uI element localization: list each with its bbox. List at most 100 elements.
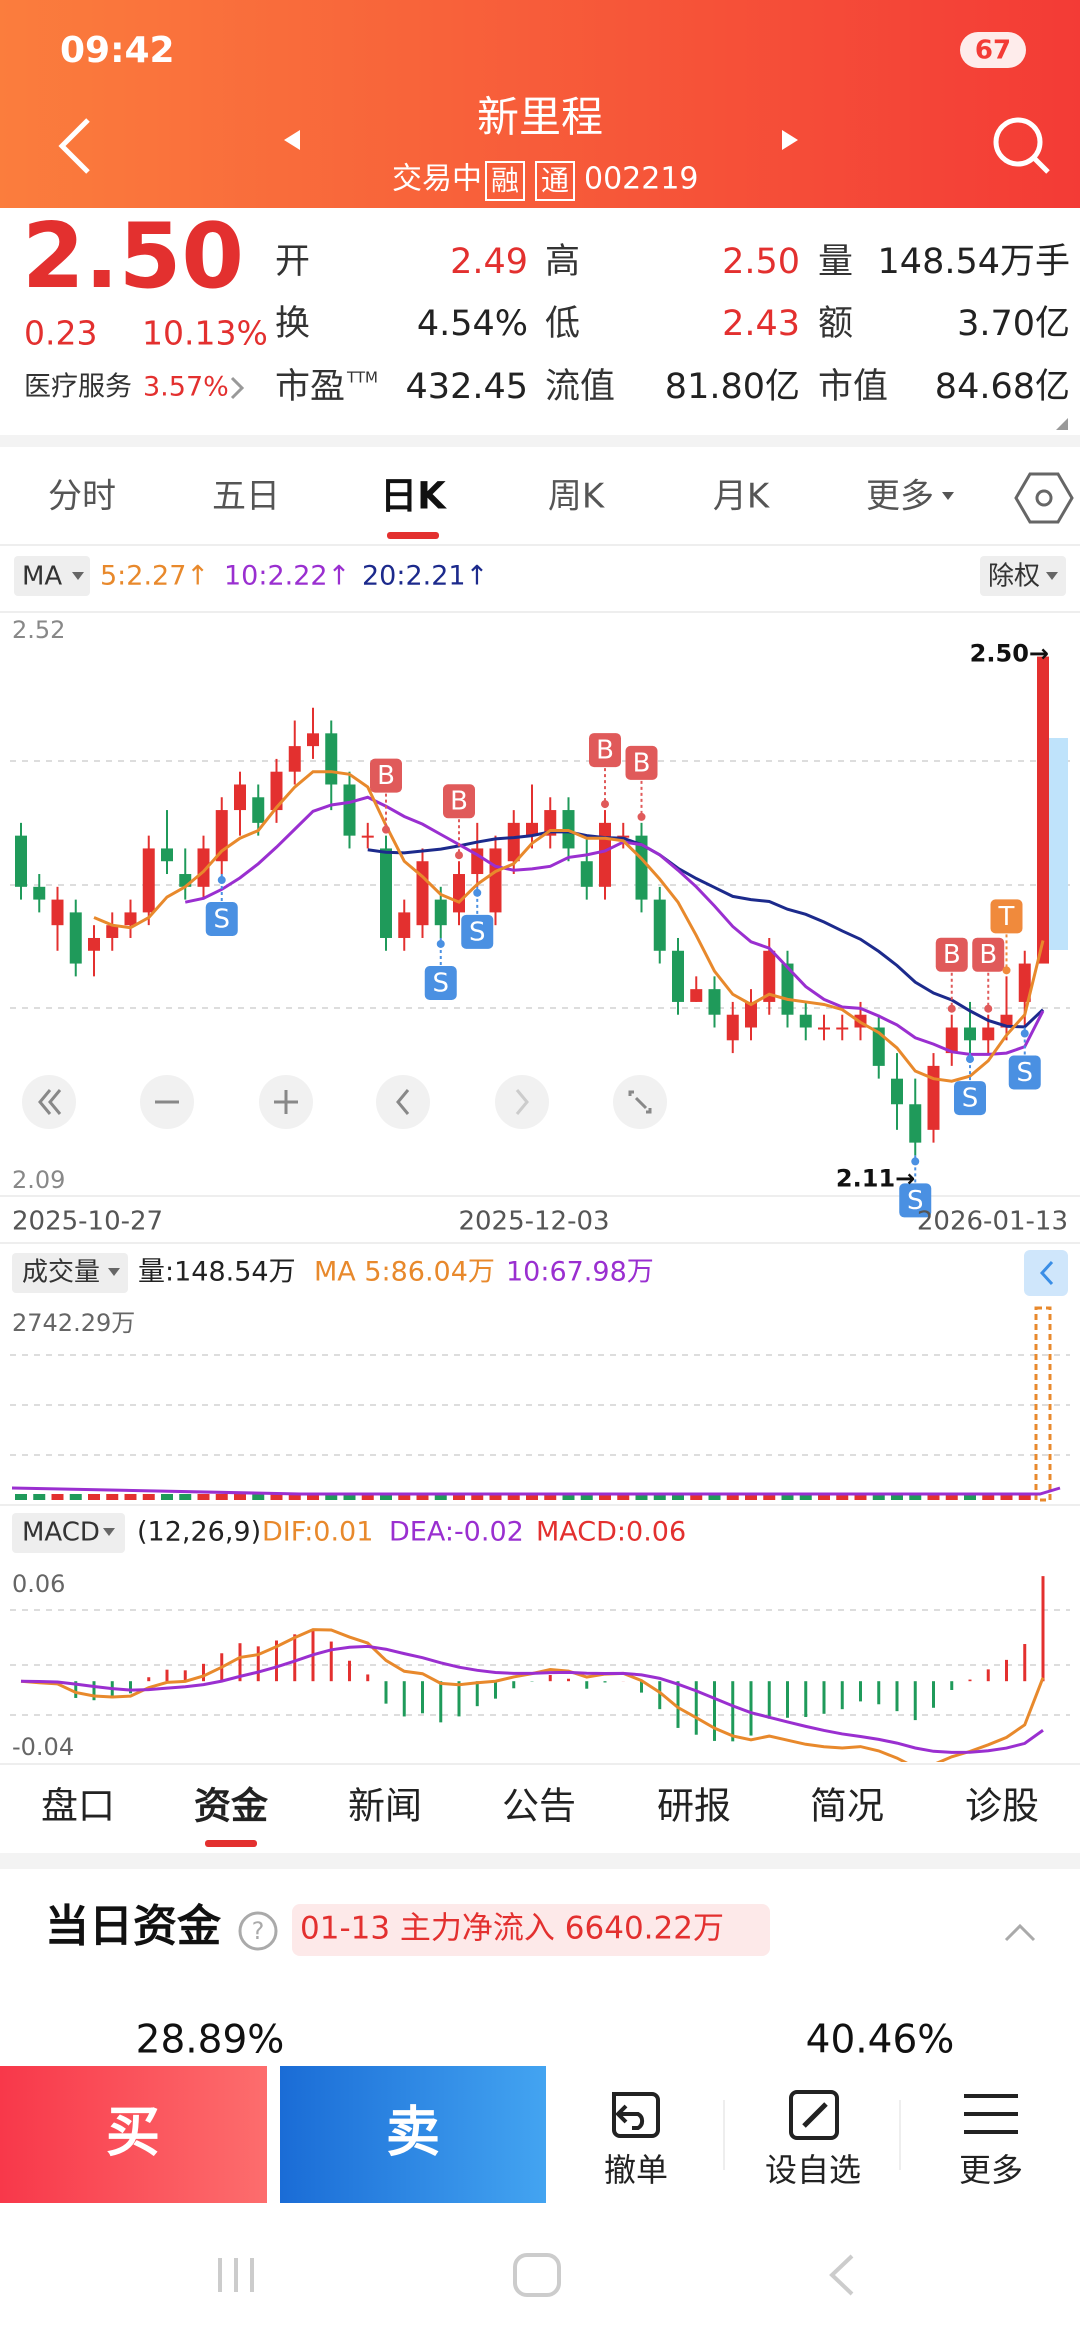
period-tab[interactable]: 周K [548, 477, 606, 517]
volume-bar [325, 1494, 338, 1500]
header-bg [0, 0, 1080, 208]
more-caret [942, 492, 954, 500]
status-time: 09:42 [60, 30, 175, 71]
volume-bar [398, 1494, 411, 1500]
date-label: 2025-10-27 [12, 1207, 163, 1237]
info-tab[interactable]: 资金 [194, 1785, 269, 1828]
info-tab[interactable]: 研报 [657, 1785, 731, 1828]
info-tab[interactable]: 公告 [502, 1785, 576, 1828]
volume-bar [927, 1494, 940, 1500]
volume-bar [179, 1494, 192, 1500]
signal-box [461, 914, 494, 949]
settings-icon[interactable] [1014, 472, 1074, 524]
tab-underline [205, 1840, 257, 1847]
signal-dot [911, 1157, 920, 1166]
action-label[interactable]: 更多 [959, 2151, 1023, 2189]
signal-label: B [979, 940, 997, 970]
quote-value: 81.80亿 [665, 367, 800, 407]
candle-body [416, 861, 429, 926]
info-tab[interactable]: 盘口 [41, 1785, 115, 1828]
macd-axis: 0.06 [12, 1570, 65, 1598]
candle-body [891, 1078, 903, 1105]
volume-bar [872, 1494, 885, 1500]
info-tab[interactable]: 新闻 [348, 1785, 422, 1828]
volume-bar [818, 1494, 830, 1500]
period-tab[interactable]: 分时 [48, 477, 116, 517]
quote-label: 量 [818, 242, 853, 282]
prev-stock[interactable] [284, 130, 300, 150]
ma-select[interactable] [14, 556, 90, 596]
sell-button[interactable] [280, 2066, 546, 2203]
signal-label: S [907, 1186, 924, 1216]
signal-label: S [962, 1084, 979, 1114]
volume-bar [197, 1494, 210, 1500]
volume-bar [434, 1494, 447, 1500]
volume-bar [964, 1494, 976, 1500]
quote-value: 2.50 [722, 242, 800, 282]
volume-ma [11, 1486, 1061, 1496]
period-tab[interactable]: 五日 [212, 477, 280, 517]
candle-body [964, 1027, 976, 1041]
macd-params: (12,26,9) [137, 1517, 261, 1548]
volume-bar [653, 1494, 666, 1500]
search-button[interactable] [993, 117, 1043, 167]
volume-bar [453, 1494, 465, 1500]
candle-body [288, 746, 301, 772]
volume-bar [15, 1494, 27, 1500]
volume-select[interactable] [12, 1253, 128, 1293]
action-label[interactable]: 设自选 [765, 2151, 861, 2189]
volume-bar [599, 1494, 611, 1500]
stock-code: 002219 [584, 162, 699, 197]
volume-bar [562, 1494, 575, 1500]
period-tab[interactable]: 月K [713, 477, 771, 517]
candle-body [234, 784, 246, 811]
candle-body [88, 937, 100, 951]
candle-body [927, 1065, 940, 1130]
candle-body [526, 822, 538, 836]
high-label: 2.50→ [970, 640, 1049, 668]
volume-bar [1000, 1494, 1013, 1500]
back-button[interactable] [58, 118, 90, 174]
volume-bar [763, 1494, 776, 1500]
next-stock[interactable] [782, 130, 798, 150]
candle-body [653, 899, 666, 951]
signal-label: T [998, 902, 1015, 932]
volume-bar [234, 1494, 246, 1500]
signal-box [370, 758, 402, 793]
ma-line [184, 795, 1045, 1056]
period-tab[interactable]: 日K [380, 475, 447, 518]
signal-box [990, 899, 1023, 934]
signal-box [625, 745, 658, 780]
rights-select[interactable] [980, 556, 1066, 596]
macd-select[interactable] [12, 1513, 125, 1553]
volume-bar [489, 1494, 502, 1500]
volume-amount: 量:148.54万 [138, 1257, 296, 1288]
ma-value: 20:2.21↑ [362, 561, 488, 592]
volume-bar [471, 1494, 484, 1500]
collapse-button[interactable] [1004, 1923, 1036, 1942]
candle-body [690, 989, 703, 1002]
candle-body [398, 912, 411, 938]
control-right[interactable] [495, 1075, 549, 1129]
collapse-tab[interactable] [1024, 1250, 1068, 1296]
action-label[interactable]: 撤单 [604, 2151, 668, 2189]
control-left[interactable] [376, 1075, 430, 1129]
signal-box [443, 784, 475, 819]
search-handle [1032, 156, 1050, 174]
candle-body [434, 899, 447, 926]
signal-label: S [1016, 1058, 1033, 1088]
period-tab[interactable]: 更多 [866, 477, 934, 517]
ma-value: 5:2.27↑ [100, 561, 209, 592]
candle-body [726, 1014, 739, 1041]
info-tab[interactable]: 诊股 [965, 1785, 1039, 1828]
signal-label: B [633, 748, 651, 778]
volume-bar [690, 1494, 703, 1500]
volume-bar [781, 1494, 794, 1500]
buy-button[interactable] [0, 2066, 267, 2203]
help-icon[interactable] [238, 1911, 278, 1951]
tab-underline [387, 532, 439, 539]
sector-arrow[interactable] [230, 376, 245, 400]
signal-box [205, 902, 238, 937]
info-tab[interactable]: 简况 [810, 1785, 884, 1828]
volume-bar-latest [1034, 1306, 1052, 1502]
